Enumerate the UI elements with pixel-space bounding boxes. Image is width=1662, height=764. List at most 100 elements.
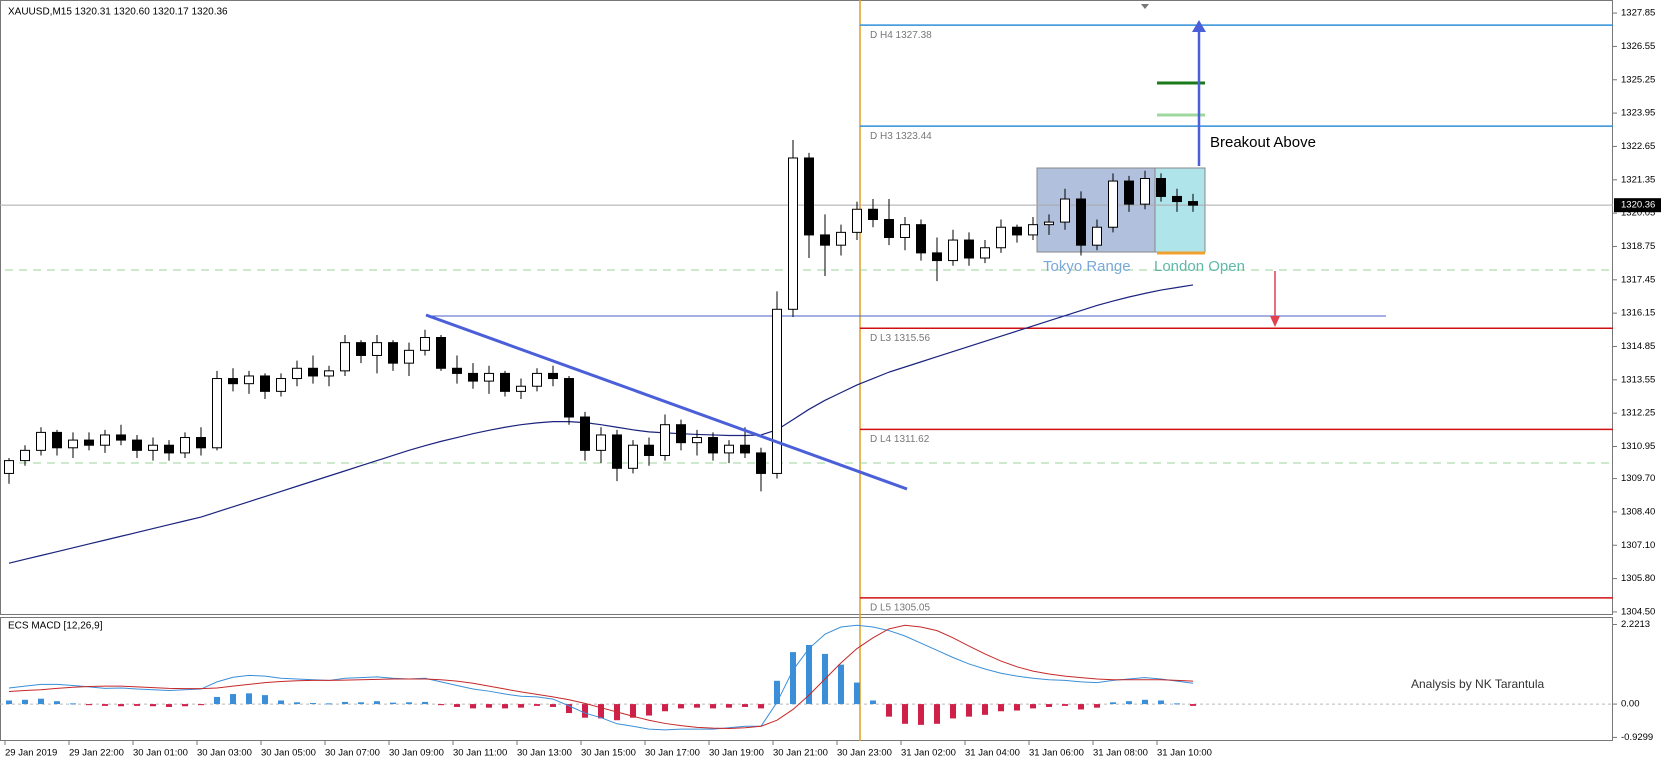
macd-bar xyxy=(1110,702,1116,705)
signal-line xyxy=(8,624,1194,729)
macd-bar xyxy=(934,704,940,724)
candle-body xyxy=(132,439,142,451)
x-tick-label: 31 Jan 02:00 xyxy=(901,748,956,759)
macd-bar xyxy=(374,701,380,705)
macd-bar xyxy=(790,652,796,705)
macd-bar xyxy=(902,704,908,724)
macd-bar xyxy=(678,704,684,709)
macd-bar xyxy=(342,701,348,705)
price-tag-label: 1320.36 xyxy=(1621,200,1655,211)
candle-body xyxy=(372,342,382,356)
macd-bar xyxy=(22,699,28,705)
x-tick-label: 30 Jan 01:00 xyxy=(133,748,188,759)
pivot-label: D H4 1327.38 xyxy=(870,30,932,41)
x-tick-label: 30 Jan 05:00 xyxy=(261,748,316,759)
y-tick-label: 1323.95 xyxy=(1621,108,1655,119)
macd-bar xyxy=(198,704,204,706)
macd-bar xyxy=(1190,704,1196,706)
x-tick-label: 29 Jan 2019 xyxy=(5,748,57,759)
y-tick-label: 1320.05 xyxy=(1621,208,1655,219)
macd-bar xyxy=(630,704,636,718)
macd-bar xyxy=(886,704,892,717)
y-tick-label: 1309.70 xyxy=(1621,473,1655,484)
x-tick-label: 30 Jan 19:00 xyxy=(709,748,764,759)
candle-body xyxy=(884,219,894,238)
macd-bar xyxy=(870,700,876,705)
candle-body xyxy=(340,342,350,372)
macd-bar xyxy=(982,704,988,715)
candle-body xyxy=(1012,226,1022,236)
x-tick-label: 30 Jan 07:00 xyxy=(325,748,380,759)
macd-bar xyxy=(150,704,156,707)
candle-body xyxy=(820,234,830,246)
x-tick-label: 30 Jan 13:00 xyxy=(517,748,572,759)
candle-body xyxy=(500,372,510,392)
pivot-label: D L5 1305.05 xyxy=(870,602,930,613)
overlay-layer: XAUUSD,M15 1320.31 1320.60 1320.17 1320.… xyxy=(8,4,1545,691)
candle-body xyxy=(244,375,254,385)
macd-bar xyxy=(742,704,748,707)
candle-body xyxy=(628,444,638,469)
y-tick-label: 1304.50 xyxy=(1621,606,1655,617)
macd-bar xyxy=(230,694,236,705)
candle-body xyxy=(836,231,846,246)
y-tick-label: 1317.45 xyxy=(1621,274,1655,285)
candle-body xyxy=(260,375,270,392)
y-tick-label: 1314.85 xyxy=(1621,341,1655,352)
macd-bar xyxy=(134,704,140,706)
candle-body xyxy=(276,378,286,392)
macd-tick-label: 2.2213 xyxy=(1621,619,1650,630)
arrow-head xyxy=(1270,316,1280,327)
macd-bar xyxy=(54,701,60,705)
macd-bar xyxy=(310,703,316,705)
macd-bar xyxy=(582,704,588,718)
x-tick-label: 31 Jan 04:00 xyxy=(965,748,1020,759)
macd-bar xyxy=(918,704,924,725)
candle-body xyxy=(1140,177,1150,205)
x-tick-label: 30 Jan 23:00 xyxy=(837,748,892,759)
candle-body xyxy=(1076,198,1086,246)
x-tick-label: 30 Jan 15:00 xyxy=(581,748,636,759)
macd-bar xyxy=(454,704,460,707)
macd-bar xyxy=(1142,699,1148,705)
candle-body xyxy=(1092,226,1102,246)
candle-body xyxy=(1124,180,1134,205)
macd-bar xyxy=(470,704,476,709)
trend-line xyxy=(425,313,908,491)
annotation-layer: D H4 1327.38 D H3 1323.44 D L3 1315.56 D L4… xyxy=(0,0,1613,741)
y-tick-label: 1307.10 xyxy=(1621,540,1655,551)
macd-bar xyxy=(1062,704,1068,706)
candle-body xyxy=(708,437,718,454)
candle-body xyxy=(1188,201,1198,206)
pivot-label: D H3 1323.44 xyxy=(870,131,932,142)
candle-body xyxy=(676,424,686,444)
arrow-head xyxy=(1192,20,1206,32)
macd-bar xyxy=(1126,701,1132,705)
pivot-label: D L4 1311.62 xyxy=(870,434,930,445)
macd-bar xyxy=(950,704,956,719)
macd-bar xyxy=(550,704,556,707)
pivot-label: D L3 1315.56 xyxy=(870,333,930,344)
macd-bar xyxy=(966,704,972,717)
candle-body xyxy=(1108,180,1118,228)
y-tick-label: 1318.75 xyxy=(1621,241,1655,252)
y-tick-label: 1321.35 xyxy=(1621,174,1655,185)
candle-body xyxy=(116,434,126,441)
macd-bar xyxy=(518,704,524,708)
macd-bar xyxy=(598,704,604,719)
macd-bar xyxy=(182,704,188,707)
candle-body xyxy=(84,439,94,446)
macd-bar xyxy=(854,682,860,705)
x-tick-label: 30 Jan 21:00 xyxy=(773,748,828,759)
candle-body xyxy=(948,239,958,262)
macd-bar xyxy=(390,702,396,705)
macd-bar xyxy=(806,644,812,705)
macd-tick-label: 0.00 xyxy=(1621,699,1640,710)
macd-bar xyxy=(38,698,44,705)
macd-bar xyxy=(358,702,364,705)
candle-body xyxy=(164,444,174,454)
macd-bar xyxy=(838,664,844,705)
candle-body xyxy=(20,449,30,462)
